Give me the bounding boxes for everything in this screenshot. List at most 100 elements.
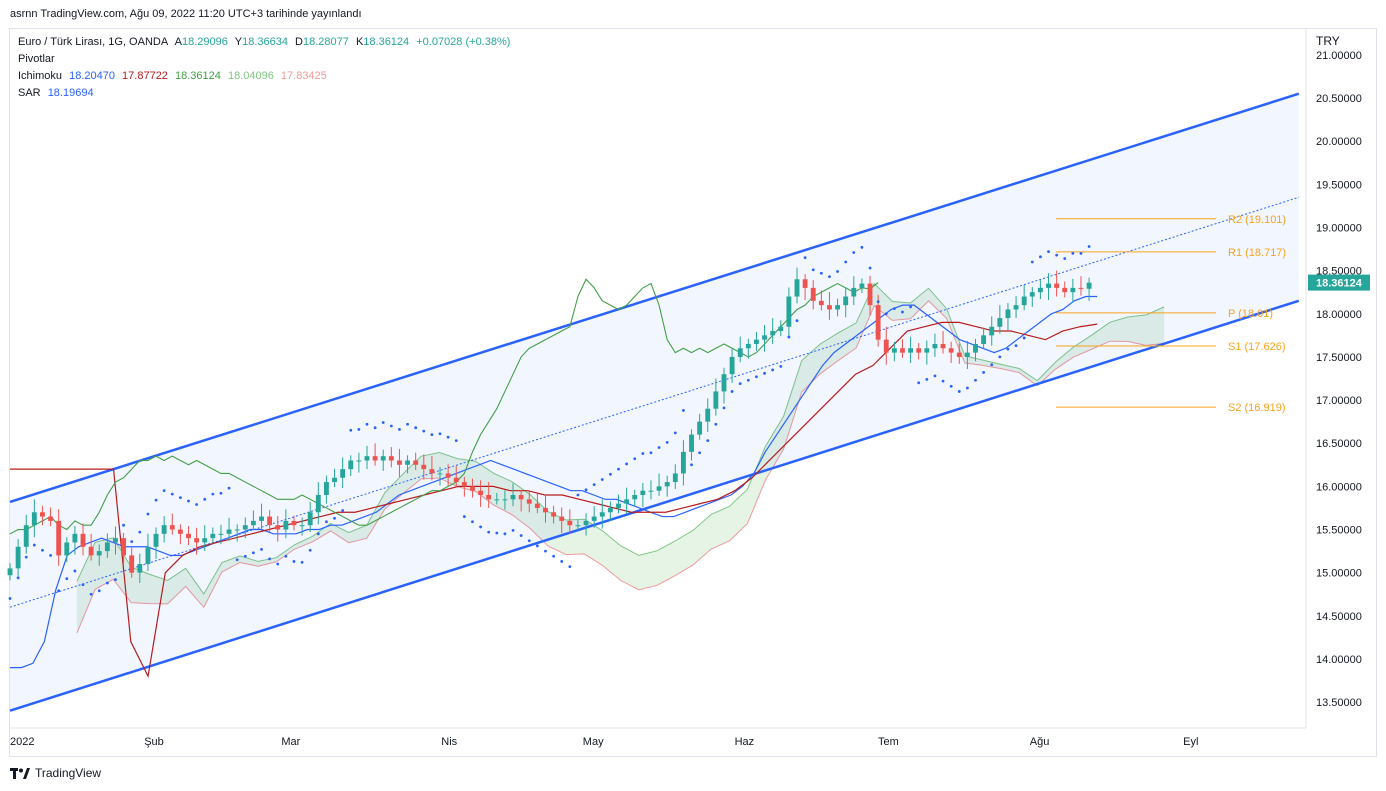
sar-dot [73, 569, 77, 573]
x-tick-label: Ağu [1030, 736, 1050, 748]
candle-body [250, 520, 256, 526]
sar-dot [957, 390, 961, 393]
x-tick-label: Nis [441, 736, 457, 748]
sar-dot [1071, 251, 1075, 255]
sar-dot [284, 554, 288, 558]
sar-dot [357, 428, 361, 431]
candle-body [1005, 309, 1011, 319]
sar-dot [373, 426, 377, 430]
sar-dot [860, 245, 864, 249]
ichimoku-kijun-line [10, 321, 1098, 679]
ichimoku-label: Ichimoku [18, 70, 63, 82]
candle-body [104, 542, 110, 552]
candle-body [510, 495, 516, 500]
symbol-name[interactable]: Euro / Türk Lirası, 1G, OANDA [18, 36, 169, 48]
candle-body [891, 348, 897, 353]
candle-body [827, 305, 832, 310]
x-tick-label: 2022 [10, 736, 34, 748]
candle-body [315, 495, 321, 513]
sar-dot [901, 310, 904, 314]
sar-dot [795, 319, 799, 323]
candle-body [729, 356, 735, 375]
sar-dot [690, 463, 693, 467]
sar-dot [414, 426, 418, 430]
legend-pivots-row[interactable]: Pivotlar [18, 53, 59, 65]
footer-brand[interactable]: TradingView [10, 766, 101, 780]
candle-body [56, 520, 62, 556]
pivot-label: S1 (17.626) [1228, 341, 1285, 353]
sar-dot [398, 428, 401, 431]
sar-dot [235, 558, 239, 562]
sar-dot [990, 363, 994, 367]
candle-body [137, 564, 143, 573]
high-value: 18.36634 [242, 36, 288, 48]
candle-body [470, 486, 475, 491]
candle-body [283, 520, 289, 530]
candle-body [851, 287, 857, 297]
chart-frame [9, 28, 1377, 757]
candle-body [575, 525, 581, 527]
sar-dot [219, 491, 223, 495]
ichimoku-kijun-value: 17.87722 [122, 70, 168, 82]
candle-body [770, 331, 776, 336]
sar-dot [925, 377, 929, 381]
sar-dot [657, 446, 661, 449]
legend-ichimoku-row[interactable]: Ichimoku 18.20470 17.87722 18.36124 18.0… [18, 70, 331, 82]
open-label: A [174, 36, 182, 48]
sar-dot [941, 379, 945, 383]
candle-body [656, 486, 662, 491]
low-value: 18.28077 [302, 36, 349, 48]
sar-dot [714, 422, 718, 426]
sar-dot [884, 312, 888, 316]
candle-body [900, 348, 905, 353]
sar-dot [138, 530, 142, 534]
sar-dot [195, 503, 199, 506]
candle-body [632, 495, 638, 500]
y-tick-label: 15.00000 [1316, 568, 1362, 580]
y-tick-label: 18.00000 [1316, 309, 1362, 321]
candle-body [1078, 287, 1084, 289]
sar-dot [316, 532, 320, 536]
candle-body [754, 339, 759, 344]
low-label: D [295, 36, 303, 48]
candle-body [778, 326, 784, 332]
sar-dot [487, 530, 491, 534]
candle-body [348, 460, 354, 470]
sar-dot [32, 543, 36, 547]
candle-body [1013, 305, 1019, 310]
y-tick-label: 14.00000 [1316, 654, 1362, 666]
candle-body [940, 343, 946, 349]
sar-dot [876, 300, 880, 304]
candle-body [226, 529, 232, 534]
sar-dot [300, 560, 304, 564]
candle-body [397, 460, 402, 465]
candle-body [31, 512, 37, 526]
publish-line: asrnn TradingView.com, Ağu 09, 2022 11:2… [10, 8, 362, 20]
candle-body [924, 348, 930, 353]
candle-body [689, 434, 694, 452]
sar-dot [1039, 255, 1042, 259]
sar-dot [154, 498, 158, 502]
ichimoku-span-b-line [76, 300, 1165, 634]
x-tick-label: Şub [144, 736, 164, 748]
ichimoku-span-a-line [76, 282, 1165, 595]
candle-body [543, 507, 548, 513]
sar-dot [389, 424, 393, 428]
sar-dot [438, 432, 442, 436]
candle-body [40, 512, 45, 517]
candle-body [1029, 292, 1035, 297]
sar-dot [430, 433, 434, 436]
sar-dot [503, 532, 507, 536]
sar-dot [41, 548, 44, 552]
candle-body [64, 542, 70, 556]
candle-body [599, 512, 605, 517]
sar-dot [1014, 344, 1018, 348]
sar-dot [625, 462, 629, 466]
candle-body [705, 408, 711, 422]
legend-sar-row[interactable]: SAR 18.19694 [18, 87, 98, 99]
sar-dot [146, 512, 150, 516]
candle-body [648, 490, 654, 492]
sar-dot [462, 515, 466, 518]
candle-body [177, 529, 183, 534]
